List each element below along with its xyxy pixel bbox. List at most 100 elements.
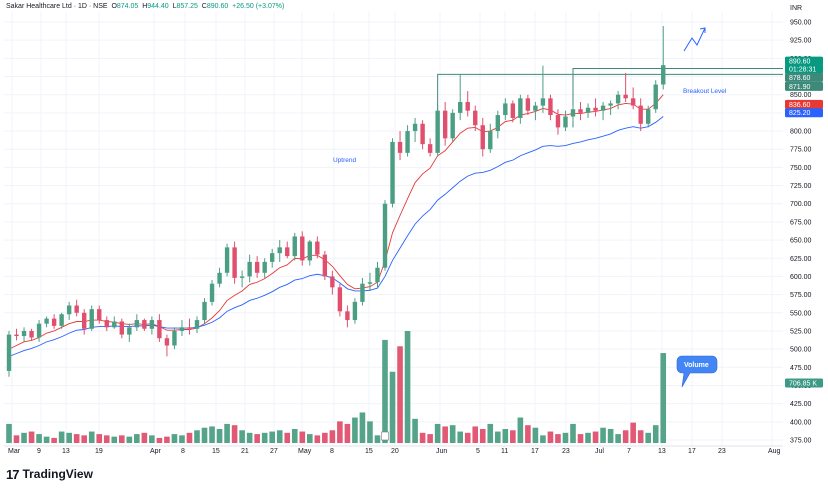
projection-arrowhead bbox=[699, 27, 706, 33]
candle-body bbox=[495, 115, 500, 132]
y-tick-label: 400.00 bbox=[790, 419, 812, 426]
x-tick-label: 5 bbox=[476, 448, 480, 455]
candle-body bbox=[119, 321, 124, 335]
candle-body bbox=[518, 98, 523, 118]
y-tick-label: 725.00 bbox=[790, 183, 812, 190]
candle-body bbox=[36, 323, 42, 338]
volume-bar bbox=[322, 432, 328, 443]
candle-body bbox=[488, 131, 493, 150]
ema-slow-tag: 825.20 bbox=[789, 110, 811, 117]
candle-body bbox=[112, 321, 117, 328]
candle-body bbox=[14, 334, 19, 337]
volume-bar bbox=[562, 432, 569, 443]
volume-bar bbox=[141, 432, 148, 443]
volume-bar bbox=[194, 430, 200, 443]
volume-bar bbox=[607, 429, 614, 443]
volume-bar bbox=[81, 435, 87, 443]
level-price-tag-2: 871.90 bbox=[789, 84, 811, 91]
close-price-tag: 890.60 bbox=[789, 59, 811, 66]
volume-bar bbox=[224, 423, 230, 443]
candle-body bbox=[661, 65, 666, 85]
volume-bar bbox=[291, 429, 298, 443]
x-tick-label: 7 bbox=[627, 448, 631, 455]
candle-body bbox=[375, 267, 380, 283]
volume-bar bbox=[103, 435, 110, 443]
x-tick-label: 17 bbox=[531, 448, 539, 455]
y-tick-label: 675.00 bbox=[790, 219, 812, 226]
volume-bar bbox=[449, 425, 456, 443]
volume-bar bbox=[464, 432, 471, 443]
candle-body bbox=[89, 309, 94, 329]
close-value: 890.60 bbox=[206, 3, 229, 10]
x-tick-label: 19 bbox=[95, 448, 103, 455]
candles bbox=[6, 26, 666, 377]
volume-bar bbox=[88, 431, 95, 443]
volume-bar bbox=[51, 437, 57, 443]
volume-bar bbox=[13, 435, 20, 443]
volume-bar bbox=[382, 339, 388, 443]
candle-body bbox=[262, 261, 267, 273]
y-tick-label: 425.00 bbox=[790, 401, 812, 408]
candle-body bbox=[307, 241, 312, 261]
x-tick-label: 23 bbox=[562, 448, 570, 455]
volume-bar bbox=[652, 425, 659, 443]
x-tick-label: 8 bbox=[181, 448, 185, 455]
volume-bar bbox=[532, 427, 539, 443]
volume-bar bbox=[344, 423, 351, 443]
volume-bar bbox=[570, 423, 576, 443]
grid bbox=[4, 12, 783, 447]
x-tick-label: Jul bbox=[595, 448, 604, 455]
y-tick-label: 950.00 bbox=[790, 20, 812, 27]
volume-tag-bg bbox=[785, 378, 823, 388]
volume-bar bbox=[502, 429, 509, 443]
breakout-level-lines bbox=[437, 68, 783, 128]
x-tick-label: 23 bbox=[718, 448, 726, 455]
volume-bar bbox=[592, 431, 599, 443]
candle-body bbox=[473, 110, 478, 126]
y-tick-label: 925.00 bbox=[790, 38, 812, 45]
volume-bar bbox=[367, 421, 373, 443]
candle-body bbox=[66, 305, 72, 315]
ema-slow-line bbox=[8, 116, 664, 357]
x-tick-label: 13 bbox=[62, 448, 70, 455]
volume-bar bbox=[337, 421, 343, 443]
y-tick-label: 625.00 bbox=[790, 256, 812, 263]
open-label: O bbox=[111, 3, 117, 10]
candle-body bbox=[458, 101, 463, 113]
candle-body bbox=[555, 115, 561, 128]
volume-bar bbox=[419, 432, 426, 443]
candle-body bbox=[540, 98, 546, 106]
volume-bar bbox=[645, 432, 651, 443]
low-label: L bbox=[172, 3, 177, 10]
x-tick-label: Apr bbox=[150, 448, 162, 455]
candle-body bbox=[239, 276, 245, 278]
candle-body bbox=[510, 103, 516, 118]
volume-bar bbox=[427, 434, 433, 443]
volume-bar bbox=[149, 435, 155, 443]
y-tick-label: 375.00 bbox=[790, 438, 812, 445]
volume-bar bbox=[21, 432, 27, 443]
volume-callout-label: Volume bbox=[684, 362, 709, 369]
candle-body bbox=[646, 109, 651, 124]
candle-body bbox=[608, 103, 613, 106]
x-tick-label: 8 bbox=[330, 448, 334, 455]
time-axis[interactable]: Mar 9 13 19 Apr 8 15 21 27 May 8 15 20 Jun 5 11 17 23 Jul 7… bbox=[8, 448, 781, 455]
volume-bar bbox=[374, 435, 381, 443]
volume-bar bbox=[239, 430, 245, 443]
candle-body bbox=[51, 318, 57, 326]
volume-bar bbox=[412, 418, 418, 443]
candle-body bbox=[157, 320, 162, 339]
candle-body bbox=[224, 247, 230, 273]
volume-bar bbox=[397, 346, 403, 443]
candle-body bbox=[345, 311, 350, 321]
tradingview-footer[interactable]: 17 TradingView bbox=[6, 466, 93, 482]
candle-body bbox=[585, 107, 591, 113]
candle-body bbox=[217, 272, 222, 284]
candle-body bbox=[337, 287, 343, 312]
volume-bar bbox=[58, 431, 65, 443]
volume-bar bbox=[6, 423, 12, 443]
ema-lines bbox=[8, 94, 664, 357]
earnings-marker-icon bbox=[381, 431, 389, 441]
